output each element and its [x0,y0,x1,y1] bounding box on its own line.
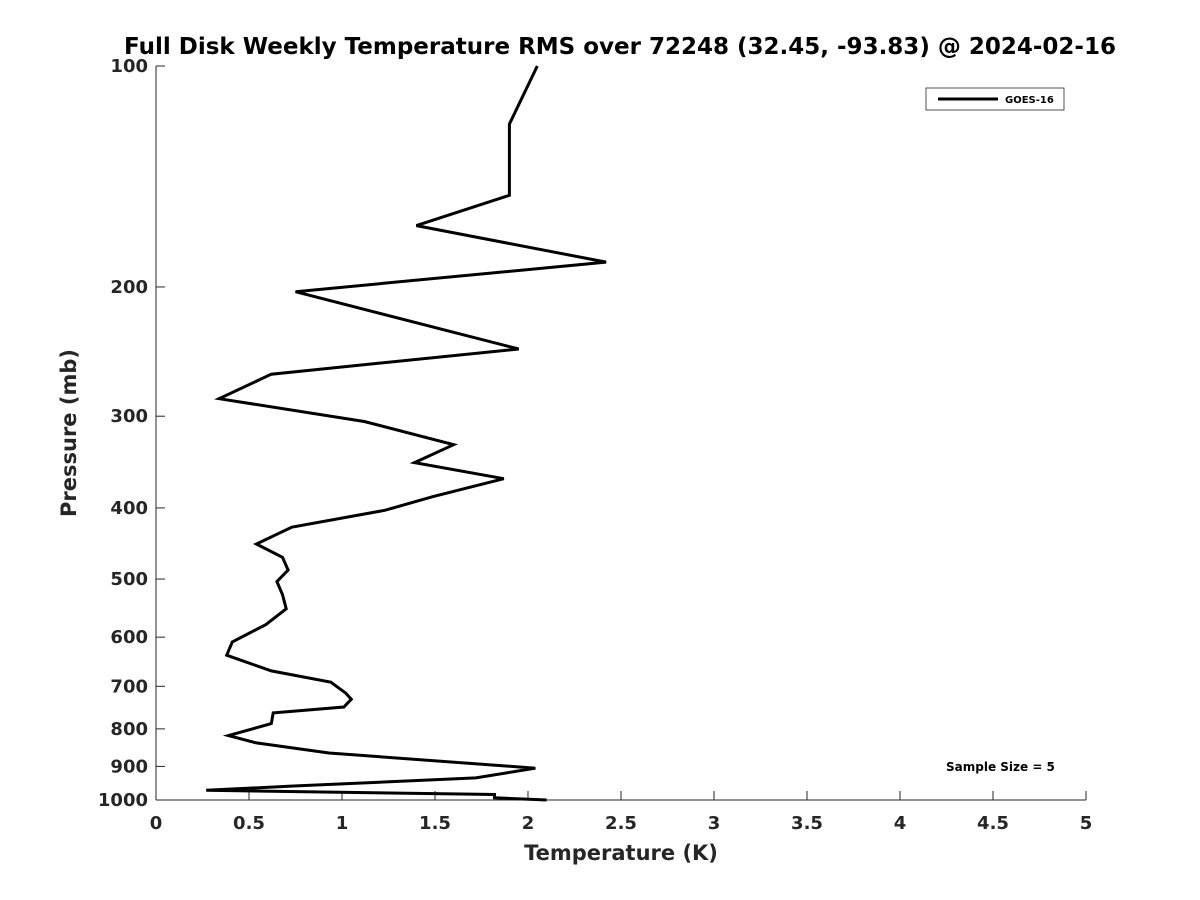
y-tick-label: 800 [110,719,148,740]
y-tick-label: 500 [110,569,148,590]
y-tick-label: 300 [110,406,148,427]
x-tick-label: 0 [150,813,163,834]
x-tick-label: 0.5 [233,813,265,834]
x-tick-label: 3 [708,813,721,834]
legend-label-goes-16: GOES-16 [1005,95,1054,106]
x-tick-label: 1.5 [419,813,451,834]
y-tick-label: 200 [110,277,148,298]
y-tick-label: 600 [110,627,148,648]
y-tick-label: 100 [110,56,148,77]
y-tick-label: 400 [110,498,148,519]
legend: GOES-16 [925,87,1065,111]
series-group [206,65,607,802]
x-axis-label: Temperature (K) [524,841,718,865]
x-tick-label: 5 [1080,813,1093,834]
y-tick-label: 900 [110,756,148,777]
y-tick-label: 700 [110,676,148,697]
y-ticks: 100 200 300 400 500 600 700 800 900 1000 [98,56,165,811]
x-tick-label: 3.5 [791,813,823,834]
series-line-goes-16 [206,65,607,802]
x-tick-label: 2.5 [605,813,637,834]
y-axis-label: Pressure (mb) [57,349,81,517]
chart-title: Full Disk Weekly Temperature RMS over 72… [124,34,1116,60]
x-tick-label: 4.5 [977,813,1009,834]
x-tick-label: 2 [522,813,535,834]
x-ticks: 0 0.5 1 1.5 2 2.5 3 3.5 4 4.5 5 [150,791,1093,834]
y-tick-label: 1000 [98,790,148,811]
sample-size-annotation: Sample Size = 5 [946,760,1055,774]
x-tick-label: 1 [336,813,349,834]
x-tick-label: 4 [894,813,907,834]
